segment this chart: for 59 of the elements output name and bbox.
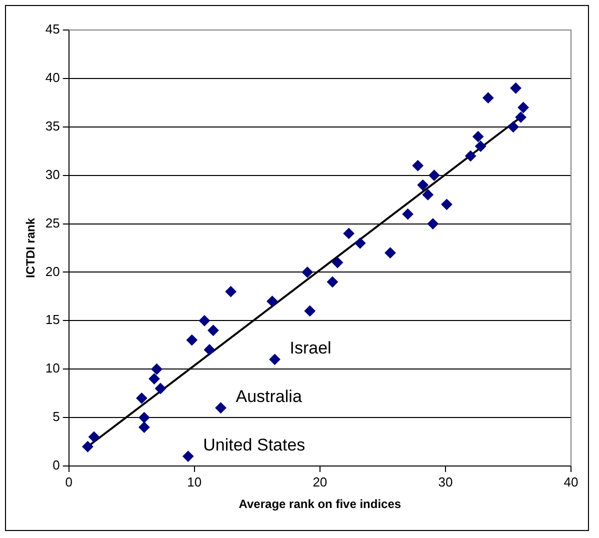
point (508, 121, 519, 132)
point (304, 305, 316, 316)
y-tick-label: 20 (45, 264, 60, 279)
point (208, 324, 219, 336)
point (186, 334, 198, 346)
point (428, 170, 440, 181)
y-tick-label: 10 (45, 360, 60, 376)
point (354, 238, 366, 249)
point (412, 160, 424, 172)
point (138, 412, 150, 424)
point (465, 150, 476, 162)
y-tick-label: 15 (45, 312, 60, 328)
point (475, 140, 486, 152)
point (182, 450, 194, 462)
point (422, 189, 434, 200)
point (269, 354, 280, 365)
x-axis-title: Average rank on five indices (238, 497, 402, 512)
y-tick-label: 25 (45, 215, 60, 230)
point (138, 422, 150, 433)
point (515, 112, 526, 123)
annotation: United States (203, 436, 306, 454)
point (472, 131, 484, 142)
y-tick-label: 5 (52, 409, 60, 424)
y-tick-label: 35 (45, 118, 60, 134)
point (155, 382, 166, 394)
point (417, 180, 428, 191)
y-tick-label: 30 (45, 166, 60, 182)
point (302, 266, 313, 278)
point (441, 198, 452, 210)
point (225, 286, 236, 298)
y-tick-label: 40 (45, 70, 60, 86)
x-tick-label: 30 (438, 474, 453, 490)
y-tick-label: 0 (52, 458, 60, 473)
point (136, 392, 148, 404)
annotation: Australia (236, 387, 302, 406)
point (148, 373, 160, 384)
point (215, 402, 226, 414)
point (151, 364, 162, 375)
point (88, 431, 100, 442)
x-tick-label: 20 (312, 474, 328, 490)
point (266, 296, 278, 307)
point (198, 315, 210, 326)
x-tick-label: 0 (65, 474, 72, 490)
point (518, 102, 529, 114)
point (332, 257, 344, 268)
point (427, 218, 438, 230)
point (82, 441, 94, 452)
point (402, 208, 414, 220)
annotation: Israel (290, 338, 332, 358)
point (343, 228, 354, 239)
point (510, 82, 522, 94)
y-axis-title: ICTDI rank (24, 218, 38, 278)
point (384, 247, 396, 258)
point (326, 276, 338, 288)
y-tick-label: 45 (45, 22, 60, 37)
x-tick-label: 40 (564, 474, 578, 490)
x-tick-label: 10 (187, 474, 202, 490)
point (204, 344, 215, 356)
point (482, 92, 494, 104)
